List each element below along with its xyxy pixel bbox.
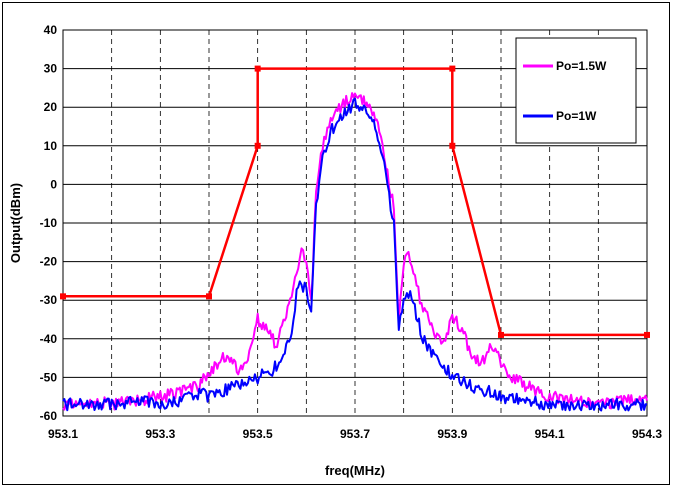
y-tick-label: -40 bbox=[40, 332, 58, 346]
y-axis-label: Output(dBm) bbox=[8, 183, 23, 263]
legend-label-po-1-5w: Po=1.5W bbox=[556, 59, 607, 73]
mask-point bbox=[254, 142, 261, 149]
mask-point bbox=[254, 65, 261, 72]
x-tick-label: 953.7 bbox=[340, 427, 370, 441]
x-axis-label: freq(MHz) bbox=[325, 463, 385, 478]
mask-point bbox=[449, 65, 456, 72]
y-tick-label: 0 bbox=[50, 177, 57, 191]
x-tick-label: 954.3 bbox=[632, 427, 662, 441]
mask-point bbox=[60, 293, 66, 300]
x-tick-labels: 953.1 953.3 953.5 953.7 953.9 954.1 954.3 bbox=[48, 427, 662, 441]
mask-point bbox=[644, 331, 650, 338]
legend: Po=1.5W Po=1W bbox=[515, 37, 637, 144]
x-tick-label: 953.5 bbox=[243, 427, 273, 441]
series-lines bbox=[60, 65, 650, 412]
y-tick-labels: 40 30 20 10 0 -10 -20 -30 -40 -50 -60 bbox=[40, 23, 58, 423]
y-tick-label: 20 bbox=[44, 100, 58, 114]
mask-point bbox=[206, 293, 212, 300]
series-line-po-1w bbox=[62, 97, 648, 412]
y-tick-label: -30 bbox=[40, 293, 58, 307]
x-tick-label: 953.9 bbox=[437, 427, 467, 441]
legend-box bbox=[515, 37, 637, 144]
mask-point bbox=[498, 331, 504, 338]
x-tick-label: 954.1 bbox=[535, 427, 565, 441]
y-tick-label: 40 bbox=[44, 23, 58, 37]
series-line-po-1-5w bbox=[62, 92, 648, 411]
legend-label-po-1w: Po=1W bbox=[556, 109, 597, 123]
x-tick-label: 953.3 bbox=[145, 427, 175, 441]
y-tick-label: 30 bbox=[44, 62, 58, 76]
y-tick-label: -10 bbox=[40, 216, 58, 230]
x-tick-label: 953.1 bbox=[48, 427, 78, 441]
y-tick-label: 10 bbox=[44, 139, 58, 153]
y-tick-label: -50 bbox=[40, 370, 58, 384]
y-tick-label: -60 bbox=[40, 409, 58, 423]
mask-point bbox=[449, 142, 456, 149]
y-tick-label: -20 bbox=[40, 255, 58, 269]
series-line-mask bbox=[63, 67, 647, 337]
